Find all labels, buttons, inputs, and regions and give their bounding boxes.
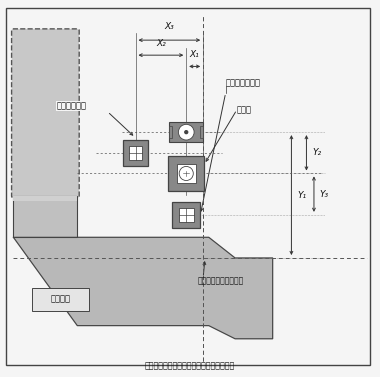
- Text: X₁: X₁: [190, 50, 200, 59]
- Text: Y₃: Y₃: [320, 190, 329, 199]
- Text: Y₂: Y₂: [312, 148, 321, 157]
- Bar: [200, 126, 203, 138]
- Bar: [13, 196, 77, 238]
- Circle shape: [185, 131, 188, 133]
- Text: 紙巻器: 紙巻器: [237, 105, 252, 114]
- Bar: [169, 126, 173, 138]
- Text: Y₁: Y₁: [297, 190, 306, 199]
- Text: X₂: X₂: [156, 39, 166, 48]
- Bar: [179, 208, 193, 222]
- Bar: [13, 196, 77, 201]
- Bar: [168, 156, 204, 191]
- Bar: [124, 139, 148, 166]
- Bar: [32, 288, 89, 311]
- Circle shape: [178, 124, 194, 140]
- Text: 便器洗浄ボタン: 便器洗浄ボタン: [226, 79, 261, 88]
- Text: 腰掛便器: 腰掛便器: [51, 295, 70, 304]
- FancyBboxPatch shape: [11, 29, 79, 198]
- Polygon shape: [13, 238, 272, 339]
- Bar: [169, 122, 203, 143]
- Bar: [172, 202, 200, 228]
- Text: 呼出しボタン: 呼出しボタン: [57, 101, 87, 110]
- Bar: [177, 164, 196, 183]
- Bar: [129, 146, 142, 159]
- Text: 図　操作部及び紙巻器の配置及び設置寸法: 図 操作部及び紙巻器の配置及び設置寸法: [145, 362, 235, 371]
- Text: X₃: X₃: [165, 22, 174, 31]
- Text: 基点（便座上面先端）: 基点（便座上面先端）: [198, 276, 244, 285]
